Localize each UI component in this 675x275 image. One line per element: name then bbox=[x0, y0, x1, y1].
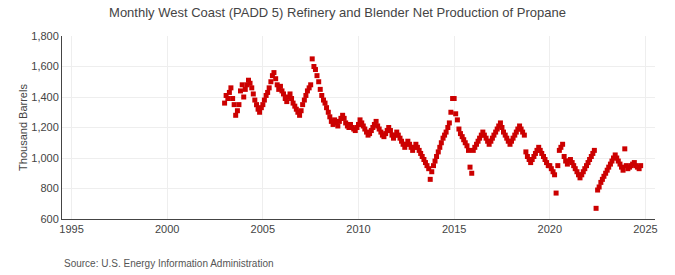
svg-text:2010: 2010 bbox=[346, 223, 370, 235]
svg-text:1,200: 1,200 bbox=[31, 121, 59, 133]
svg-text:2020: 2020 bbox=[538, 223, 562, 235]
svg-text:2000: 2000 bbox=[155, 223, 179, 235]
svg-text:2005: 2005 bbox=[251, 223, 275, 235]
svg-text:1,600: 1,600 bbox=[31, 60, 59, 72]
svg-text:Thousand Barrels: Thousand Barrels bbox=[17, 84, 29, 171]
svg-text:1,400: 1,400 bbox=[31, 91, 59, 103]
svg-text:2015: 2015 bbox=[442, 223, 466, 235]
svg-text:600: 600 bbox=[40, 213, 58, 225]
svg-text:800: 800 bbox=[40, 182, 58, 194]
svg-text:Monthly West Coast (PADD 5) Re: Monthly West Coast (PADD 5) Refinery and… bbox=[109, 5, 566, 20]
svg-text:Source: U.S. Energy Informatio: Source: U.S. Energy Information Administ… bbox=[64, 258, 274, 269]
svg-text:1995: 1995 bbox=[59, 223, 83, 235]
svg-text:1,000: 1,000 bbox=[31, 152, 59, 164]
svg-text:2025: 2025 bbox=[633, 223, 657, 235]
svg-text:1,800: 1,800 bbox=[31, 30, 59, 42]
